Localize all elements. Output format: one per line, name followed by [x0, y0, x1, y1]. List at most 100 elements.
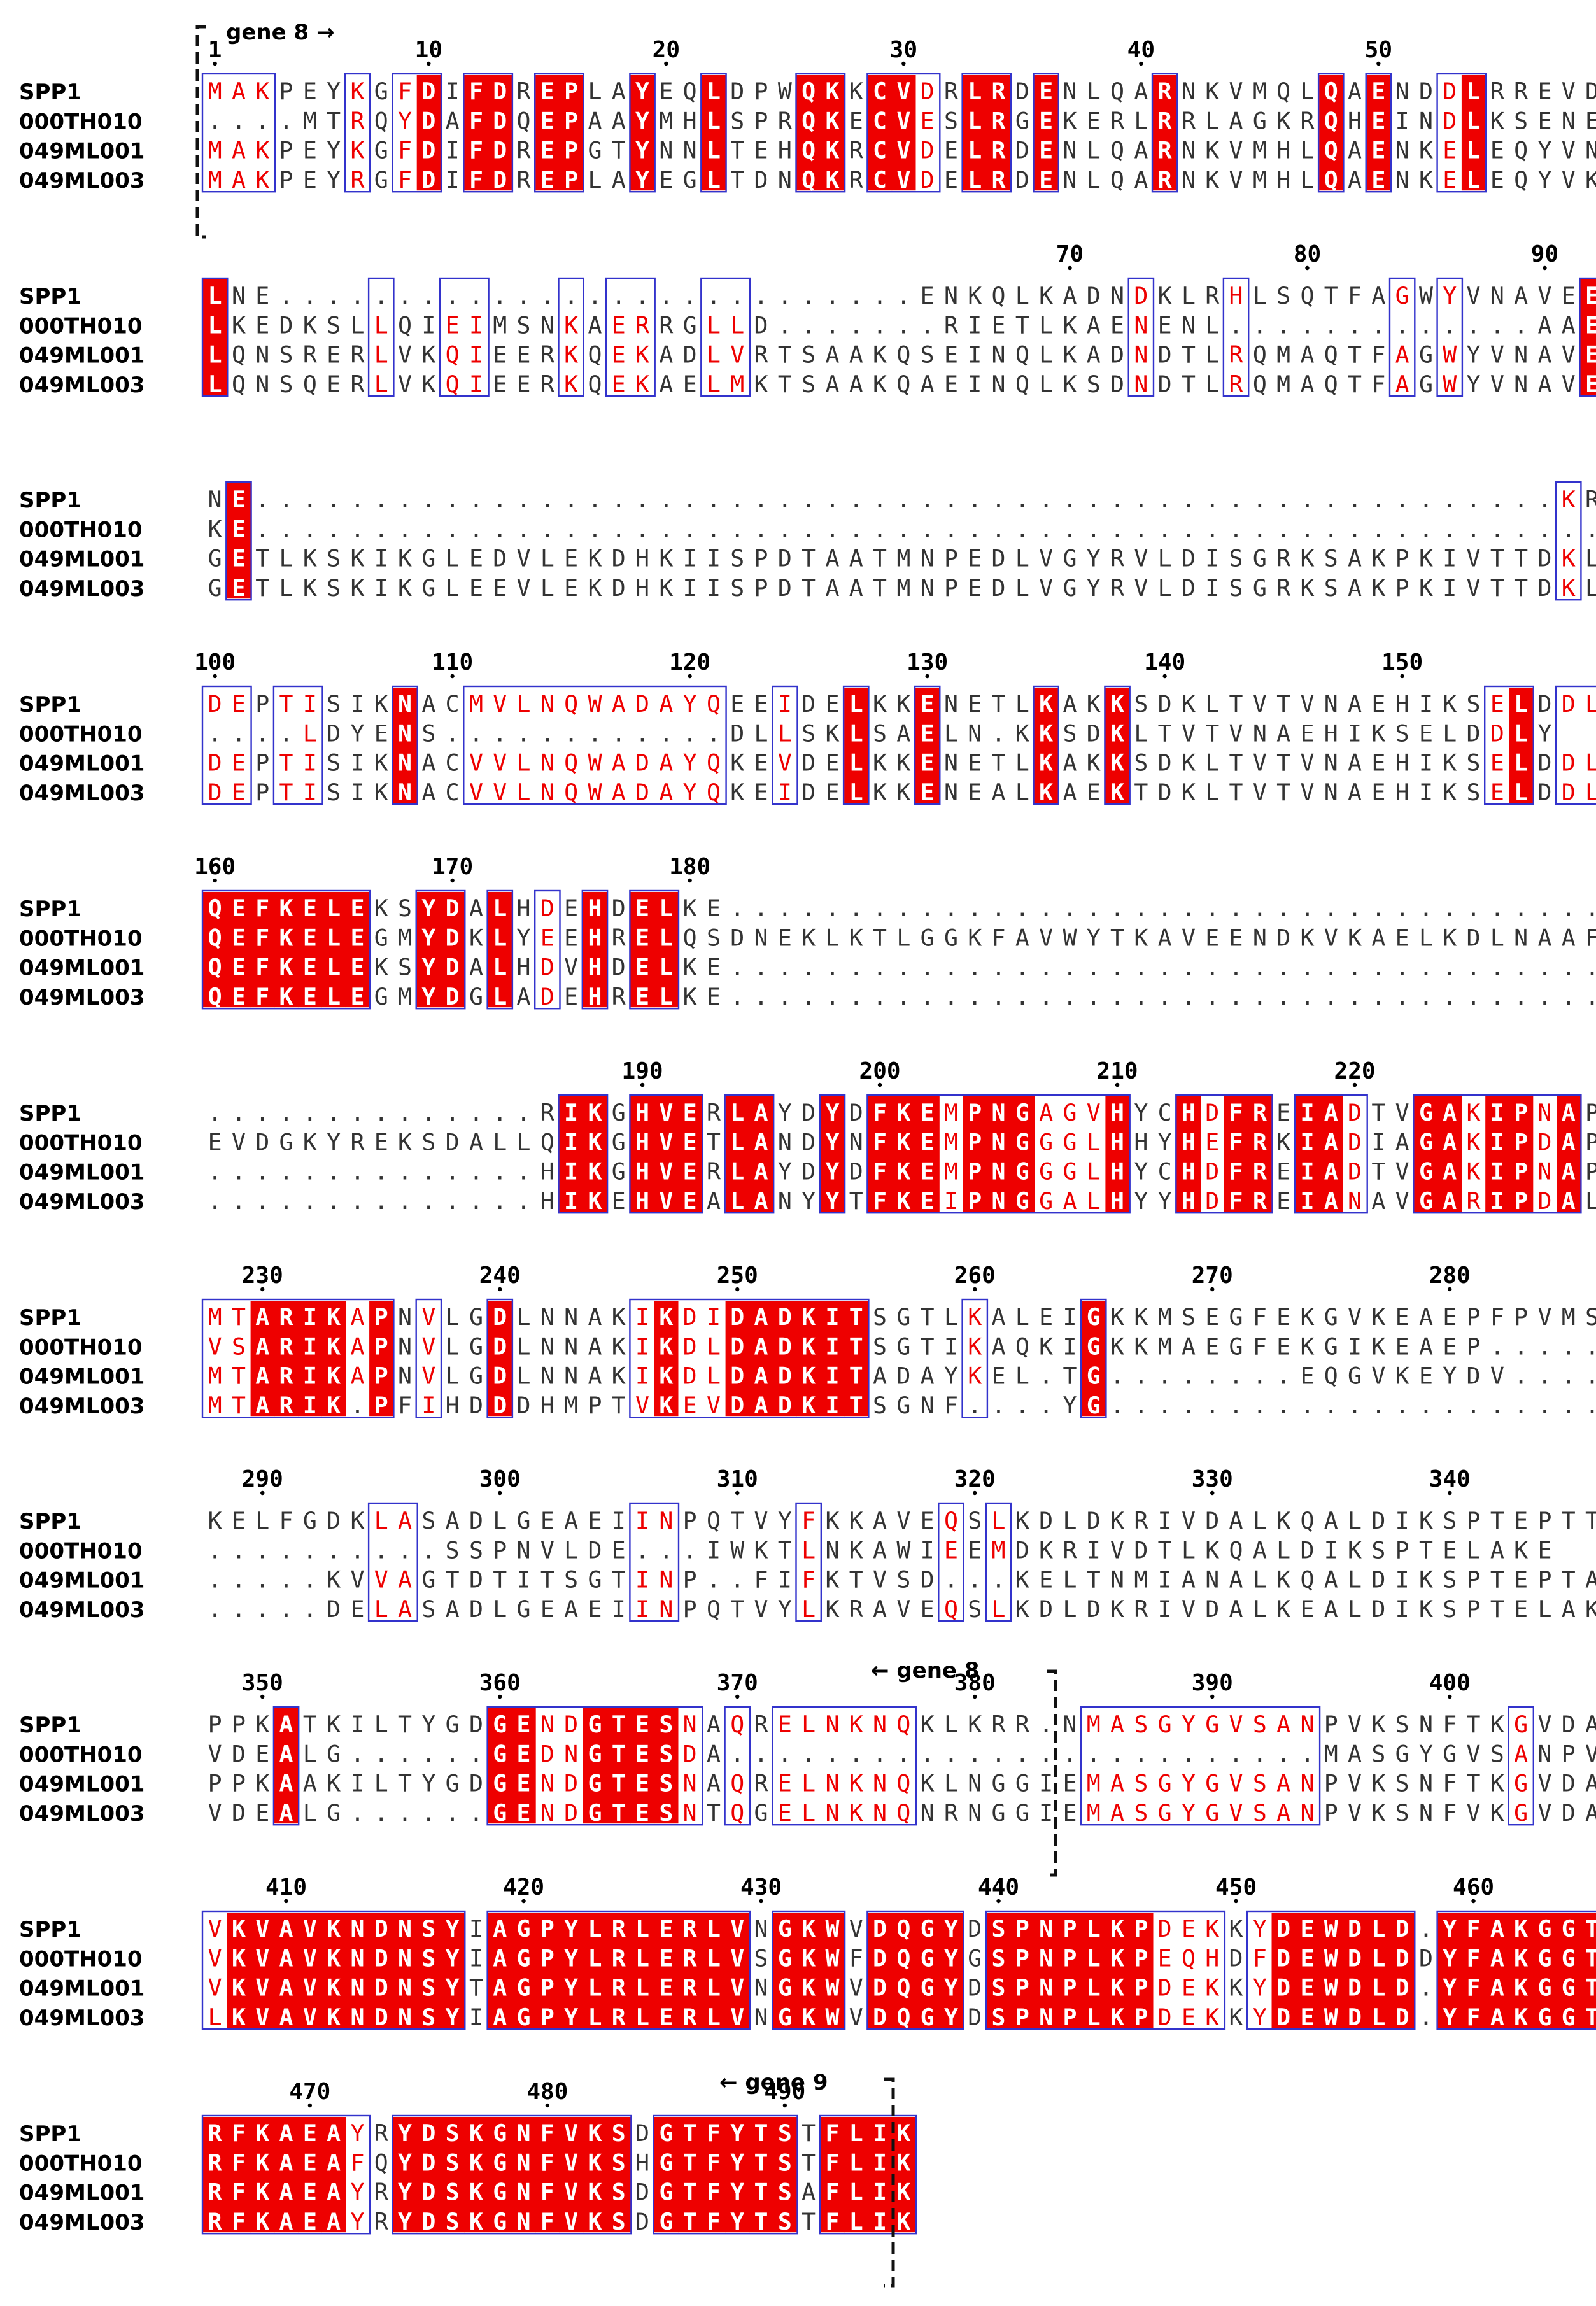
position-dot	[735, 1694, 740, 1699]
residue: V	[1537, 1770, 1551, 1797]
residue: E	[327, 371, 341, 398]
residue: D	[873, 1944, 887, 1972]
residue: .	[1300, 486, 1314, 513]
residue: A	[1134, 78, 1148, 105]
residue: M	[1158, 1303, 1172, 1331]
residue: T	[232, 1362, 246, 1390]
residue: .	[1562, 1333, 1576, 1360]
residue: N	[992, 1128, 1006, 1156]
residue: R	[1158, 78, 1172, 105]
residue: K	[659, 1392, 673, 1419]
position-dot	[735, 1490, 740, 1496]
identity-column	[1034, 688, 1059, 803]
residue: .	[1253, 895, 1267, 922]
residue: S	[778, 2119, 792, 2147]
residue: T	[1371, 1099, 1385, 1126]
sequence-label: 000TH010	[19, 109, 143, 134]
residue: L	[802, 1595, 816, 1623]
residue: .	[398, 1099, 412, 1126]
residue: A	[279, 2208, 293, 2235]
residue: S	[612, 2179, 626, 2206]
residue: D	[1537, 574, 1551, 602]
residue: .	[1229, 1392, 1243, 1419]
residue: D	[968, 2004, 982, 2031]
residue: S	[446, 2208, 460, 2235]
residue: .	[469, 1187, 483, 1215]
residue: Y	[398, 2179, 412, 2206]
identity-column	[441, 1913, 465, 2028]
conservation-box	[415, 1298, 442, 1418]
residue: D	[1276, 1974, 1290, 2002]
residue: G	[612, 1099, 626, 1126]
residue: D	[421, 107, 435, 134]
residue: D	[1562, 1799, 1576, 1827]
residue: L	[707, 371, 721, 398]
residue: .	[1134, 486, 1148, 513]
residue: .	[944, 1566, 958, 1594]
residue: I	[1300, 1187, 1314, 1215]
identity-column	[488, 2117, 512, 2233]
residue: L	[517, 690, 531, 718]
residue: N	[968, 719, 982, 747]
residue: .	[921, 486, 935, 513]
residue: .	[327, 1099, 341, 1126]
residue: H	[1395, 690, 1409, 718]
residue: F	[944, 1392, 958, 1419]
conservation-box	[1555, 685, 1596, 805]
residue: K	[1348, 924, 1362, 951]
residue: K	[1110, 1507, 1124, 1534]
residue: A	[350, 1333, 364, 1360]
residue: G	[517, 1944, 531, 1972]
residue: W	[825, 1915, 839, 1942]
residue: T	[992, 749, 1006, 777]
residue: D	[1158, 1915, 1172, 1942]
residue: K	[421, 341, 435, 369]
residue: K	[1276, 1507, 1290, 1534]
residue: .	[1015, 983, 1029, 1010]
residue: E	[968, 690, 982, 718]
residue: G	[944, 924, 958, 951]
residue: T	[1490, 1566, 1504, 1594]
residue: .	[421, 1158, 435, 1185]
position-dot	[450, 674, 455, 679]
residue: I	[517, 1566, 531, 1594]
residue: .	[1371, 515, 1385, 542]
residue: K	[873, 690, 887, 718]
residue: .	[825, 895, 839, 922]
residue: G	[279, 1128, 293, 1156]
residue: D	[992, 545, 1006, 572]
residue: H	[1182, 1099, 1196, 1126]
residue: .	[303, 1158, 317, 1185]
identity-column	[915, 1096, 940, 1212]
conservation-box	[201, 277, 229, 397]
residue: L	[944, 1711, 958, 1738]
residue: K	[1371, 1333, 1385, 1360]
residue: .	[469, 719, 483, 747]
residue: .	[1348, 311, 1362, 339]
residue: T	[255, 545, 269, 572]
residue: .	[873, 311, 887, 339]
residue: K	[1205, 2004, 1219, 2031]
conservation-box	[842, 685, 870, 805]
residue: S	[1134, 1711, 1148, 1738]
residue: F	[992, 924, 1006, 951]
residue: A	[1348, 137, 1362, 164]
residue: .	[1324, 486, 1338, 513]
residue: .	[303, 1187, 317, 1215]
residue: E	[1300, 1595, 1314, 1623]
gene-label: gene 8 →	[226, 20, 334, 45]
residue: A	[707, 1711, 721, 1738]
residue: .	[754, 282, 768, 309]
identity-column	[416, 75, 441, 191]
conservation-box	[724, 1094, 775, 1214]
residue: T	[279, 749, 293, 777]
residue: .	[730, 515, 744, 542]
residue: .	[921, 954, 935, 981]
identity-column	[488, 892, 512, 1008]
residue: G	[1015, 1187, 1029, 1215]
residue: A	[588, 107, 602, 134]
residue: .	[1514, 486, 1528, 513]
residue: S	[421, 1974, 435, 2002]
residue: Q	[1324, 78, 1338, 105]
residue: T	[1348, 371, 1362, 398]
